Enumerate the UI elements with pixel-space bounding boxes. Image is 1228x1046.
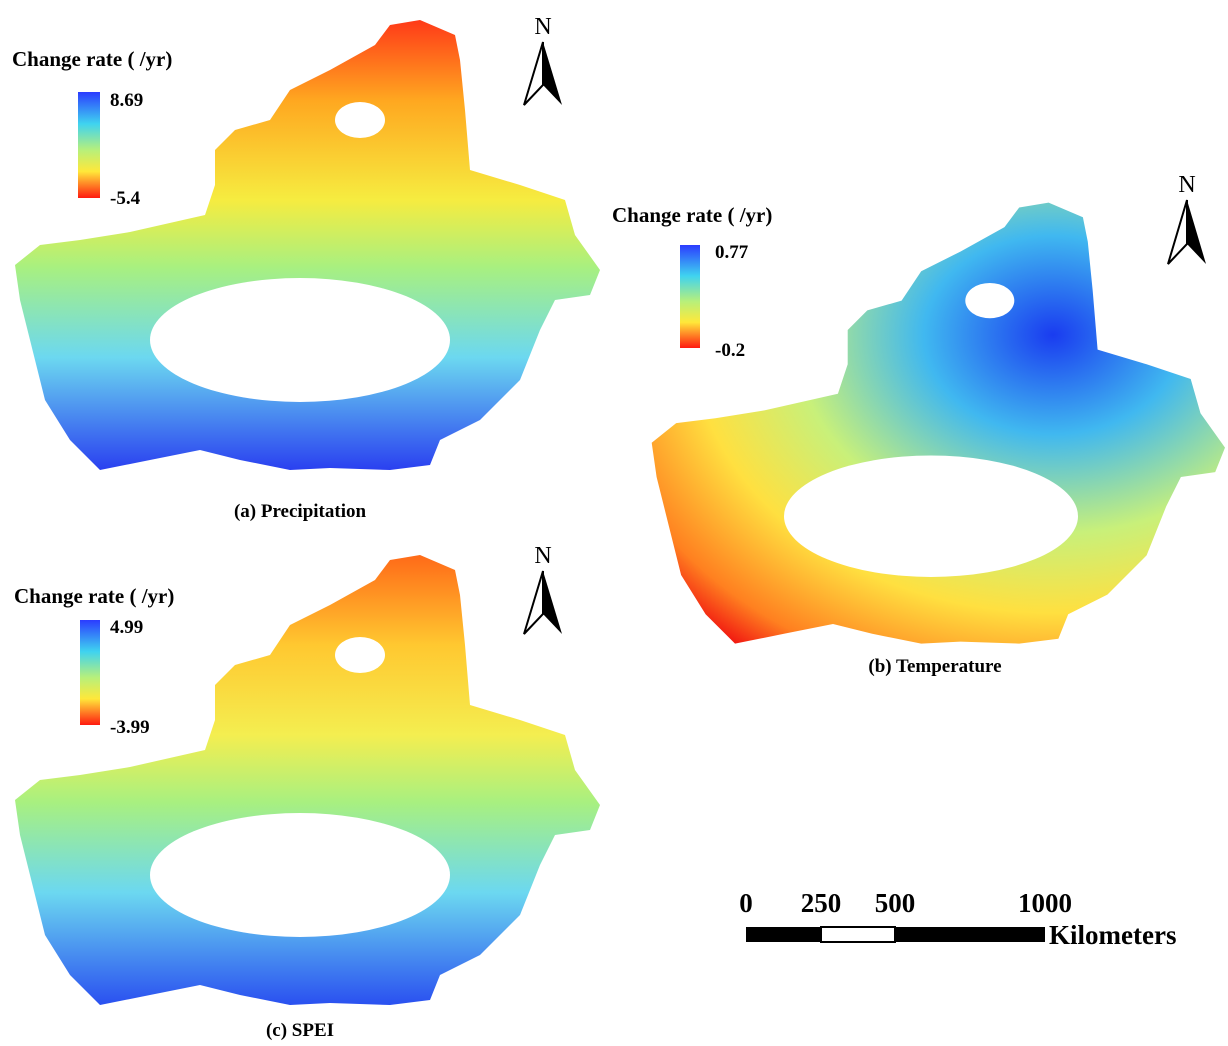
map-panel-a: Change rate ( /yr) 8.69 -5.4 N (a) Preci… (12, 14, 600, 522)
colorbar (680, 245, 700, 348)
north-arrow (1187, 200, 1206, 264)
colorbar (80, 620, 100, 725)
panel-caption: (b) Temperature (868, 656, 1001, 677)
legend-max: 0.77 (715, 242, 749, 263)
no-data-area (335, 102, 385, 138)
scale-tick-label: 250 (801, 888, 842, 918)
desert-area (150, 278, 450, 402)
north-label: N (534, 14, 551, 40)
legend-min: -5.4 (110, 188, 141, 209)
scale-tick-label: 500 (875, 888, 916, 918)
legend-title: Change rate ( /yr) (14, 584, 174, 608)
colorbar (78, 92, 100, 198)
no-data-area (335, 637, 385, 673)
north-arrow (543, 571, 562, 634)
scale-segment (746, 927, 821, 942)
north-arrow (523, 41, 544, 106)
desert-area (150, 813, 450, 937)
desert-area (784, 455, 1078, 577)
panel-caption: (c) SPEI (266, 1020, 334, 1041)
scale-tick-label: 1000 (1018, 888, 1072, 918)
scale-segment (820, 926, 896, 943)
legend-min: -3.99 (110, 717, 150, 738)
north-label: N (534, 543, 551, 569)
north-label: N (1178, 172, 1195, 198)
no-data-area (965, 282, 1015, 319)
region-map (15, 555, 600, 1005)
scale-tick-label: 0 (739, 888, 753, 918)
scale-bar: 0 250 500 1000 Kilometers (739, 888, 1176, 950)
map-panel-b: Change rate ( /yr) 0.77 -0.2 N (b) Tempe… (612, 172, 1225, 677)
region-map (15, 20, 600, 470)
region-map (651, 202, 1225, 644)
legend-max: 4.99 (110, 617, 143, 638)
map-panel-c: Change rate ( /yr) 4.99 -3.99 N (c) SPEI (14, 543, 600, 1041)
legend-title: Change rate ( /yr) (12, 47, 172, 71)
legend-title: Change rate ( /yr) (612, 203, 772, 227)
scale-segment (895, 927, 1045, 942)
north-arrow (543, 42, 562, 105)
north-arrow (1167, 199, 1188, 265)
legend-min: -0.2 (715, 340, 745, 361)
scale-unit: Kilometers (1049, 920, 1176, 950)
north-arrow (523, 570, 544, 635)
panel-caption: (a) Precipitation (234, 501, 367, 522)
legend-max: 8.69 (110, 90, 143, 111)
